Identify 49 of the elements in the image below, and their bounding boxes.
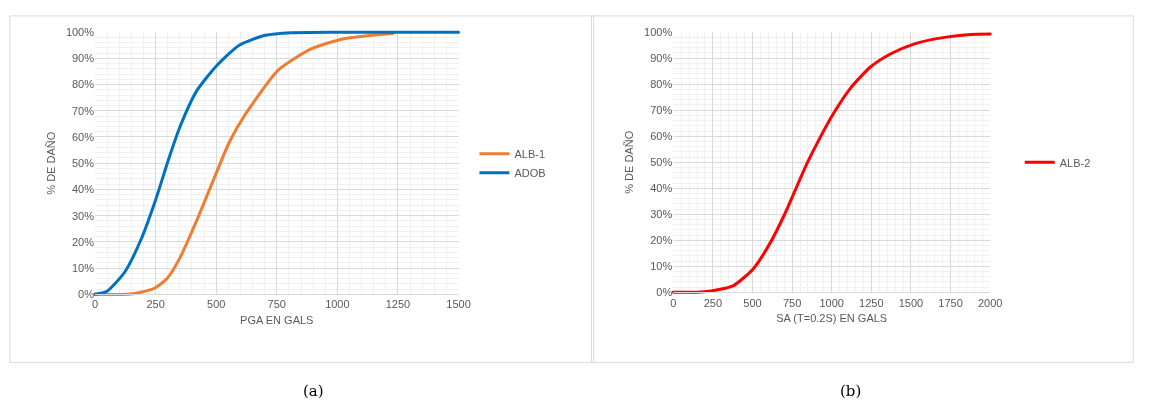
y-tick-label: 70% <box>650 104 673 117</box>
y-tick-label: 50% <box>650 156 673 169</box>
text: (a) <box>303 382 324 400</box>
y-tick-label: 0% <box>656 286 673 299</box>
x-tick-label: 250 <box>146 298 165 311</box>
y-tick-label: 40% <box>650 182 673 195</box>
legend-label: ALB-1 <box>514 148 546 160</box>
y-tick-label: 30% <box>71 209 95 222</box>
legend-label: ADOB <box>514 167 546 179</box>
x-tick-label: 1500 <box>898 296 924 309</box>
y-tick-label: 60% <box>650 130 673 143</box>
y-axis-title: % DE DAÑO <box>44 131 57 195</box>
x-tick-label: 750 <box>267 298 286 311</box>
x-tick-label: 1000 <box>819 296 844 309</box>
y-tick-label: 60% <box>71 130 95 143</box>
y-axis-title: % DE DAÑO <box>622 130 635 194</box>
x-tick-label: 500 <box>743 296 762 309</box>
x-tick-label: 1250 <box>859 296 884 309</box>
line-series <box>93 30 461 296</box>
y-tick-label: 0% <box>78 288 95 301</box>
x-tick-label: 250 <box>703 296 723 309</box>
x-tick-label: 2000 <box>977 296 1003 309</box>
y-tick-label: 100% <box>65 25 95 38</box>
y-tick-label: 10% <box>71 261 95 274</box>
y-tick-label: 80% <box>650 78 673 91</box>
x-tick-label: 500 <box>207 298 226 311</box>
y-tick-label: 70% <box>71 104 95 117</box>
y-tick-label: 100% <box>644 25 673 38</box>
y-tick-label: 20% <box>650 234 673 247</box>
y-tick-label: 40% <box>71 183 95 196</box>
y-tick-label: 90% <box>71 52 95 65</box>
text: (b) <box>840 382 862 400</box>
x-tick-label: 1500 <box>446 298 471 311</box>
x-tick-label: 750 <box>782 296 802 309</box>
legend-label: ALB-2 <box>1059 156 1091 169</box>
x-tick-label: 1750 <box>938 296 963 309</box>
x-tick-label: 0 <box>670 296 677 309</box>
x-axis-title: SA (T=0.2S) EN GALS <box>776 311 888 324</box>
x-axis-title: PGA EN GALS <box>240 313 314 326</box>
x-tick-label: 0 <box>91 298 99 311</box>
y-tick-label: 90% <box>650 52 673 65</box>
y-tick-label: 80% <box>71 78 95 91</box>
y-tick-label: 10% <box>650 260 673 273</box>
x-tick-label: 1000 <box>325 298 350 311</box>
y-tick-label: 50% <box>71 157 95 170</box>
x-tick-label: 1250 <box>385 298 411 311</box>
y-tick-label: 30% <box>650 208 673 221</box>
line-series <box>671 32 992 294</box>
y-tick-label: 20% <box>71 235 95 248</box>
